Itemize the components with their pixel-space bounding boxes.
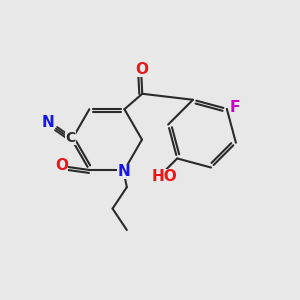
Text: N: N <box>118 164 130 179</box>
Text: F: F <box>230 100 240 115</box>
Text: O: O <box>55 158 68 173</box>
Text: C: C <box>65 130 76 145</box>
Text: HO: HO <box>152 169 178 184</box>
Text: O: O <box>135 62 148 77</box>
Text: N: N <box>42 116 54 130</box>
